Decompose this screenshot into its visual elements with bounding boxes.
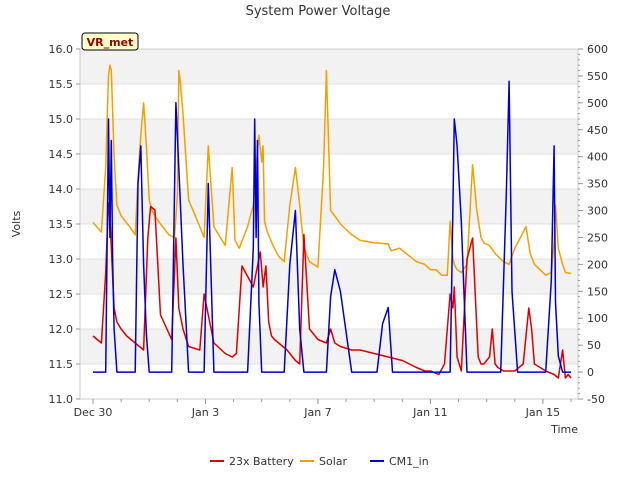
right-tick-label: 0 (587, 366, 594, 379)
badge-text: VR_met (87, 36, 134, 49)
right-tick-label: 600 (587, 43, 608, 56)
right-tick-label: 300 (587, 205, 608, 218)
right-tick-label: 350 (587, 178, 608, 191)
background-bands (80, 49, 578, 364)
x-tick-label: Dec 30 (74, 406, 113, 419)
x-tick-label: Jan 11 (412, 406, 447, 419)
badge: VR_met (81, 32, 139, 51)
right-tick-label: 250 (587, 231, 608, 244)
left-tick-label: 12.0 (49, 323, 74, 336)
background-band (80, 49, 578, 84)
right-tick-label: 200 (587, 258, 608, 271)
left-tick-label: 11.5 (49, 358, 74, 371)
left-tick-label: 11.0 (49, 393, 74, 406)
right-tick-label: 500 (587, 97, 608, 110)
right-axis: -50 0 50 100 150 200 250 300 350 400 450 500 550 600 (578, 43, 608, 406)
x-axis-label: Time (550, 423, 578, 436)
right-tick-label: 550 (587, 70, 608, 83)
series-line-cm1-in (93, 80, 571, 373)
left-tick-label: 16.0 (49, 43, 74, 56)
right-tick-label: 100 (587, 312, 608, 325)
series-line-23x-battery (92, 202, 572, 379)
right-tick-label: -50 (587, 393, 605, 406)
left-axis: 11.0 11.5 12.0 12.5 13.0 13.5 14.0 14.5 15.0 15.5… (49, 43, 80, 406)
left-tick-label: 14.0 (49, 183, 74, 196)
series-line-solar (92, 64, 572, 276)
legend-label: Solar (319, 455, 348, 468)
background-band (80, 259, 578, 294)
legend: 23x Battery Solar CM1_in (210, 455, 429, 468)
x-tick-label: Jan 3 (191, 406, 219, 419)
right-tick-label: 400 (587, 151, 608, 164)
legend-label: CM1_in (389, 455, 429, 468)
x-tick-label: Jan 15 (525, 406, 560, 419)
background-band (80, 189, 578, 224)
series-layer (92, 64, 572, 379)
right-tick-label: 450 (587, 124, 608, 137)
left-tick-label: 15.5 (49, 78, 74, 91)
right-tick-label: 150 (587, 285, 608, 298)
y-axis-label: Volts (10, 210, 23, 237)
chart-title: System Power Voltage (246, 4, 391, 19)
left-tick-label: 14.5 (49, 148, 74, 161)
right-tick-label: 50 (587, 339, 601, 352)
left-tick-label: 13.0 (49, 253, 74, 266)
legend-label: 23x Battery (229, 455, 294, 468)
x-tick-label: Jan 7 (303, 406, 331, 419)
left-tick-label: 12.5 (49, 288, 74, 301)
left-tick-label: 15.0 (49, 113, 74, 126)
badge-box (81, 32, 139, 51)
x-axis: Dec 30 Jan 3 Jan 7 Jan 11 Jan 15 (74, 399, 572, 419)
left-tick-label: 13.5 (49, 218, 74, 231)
